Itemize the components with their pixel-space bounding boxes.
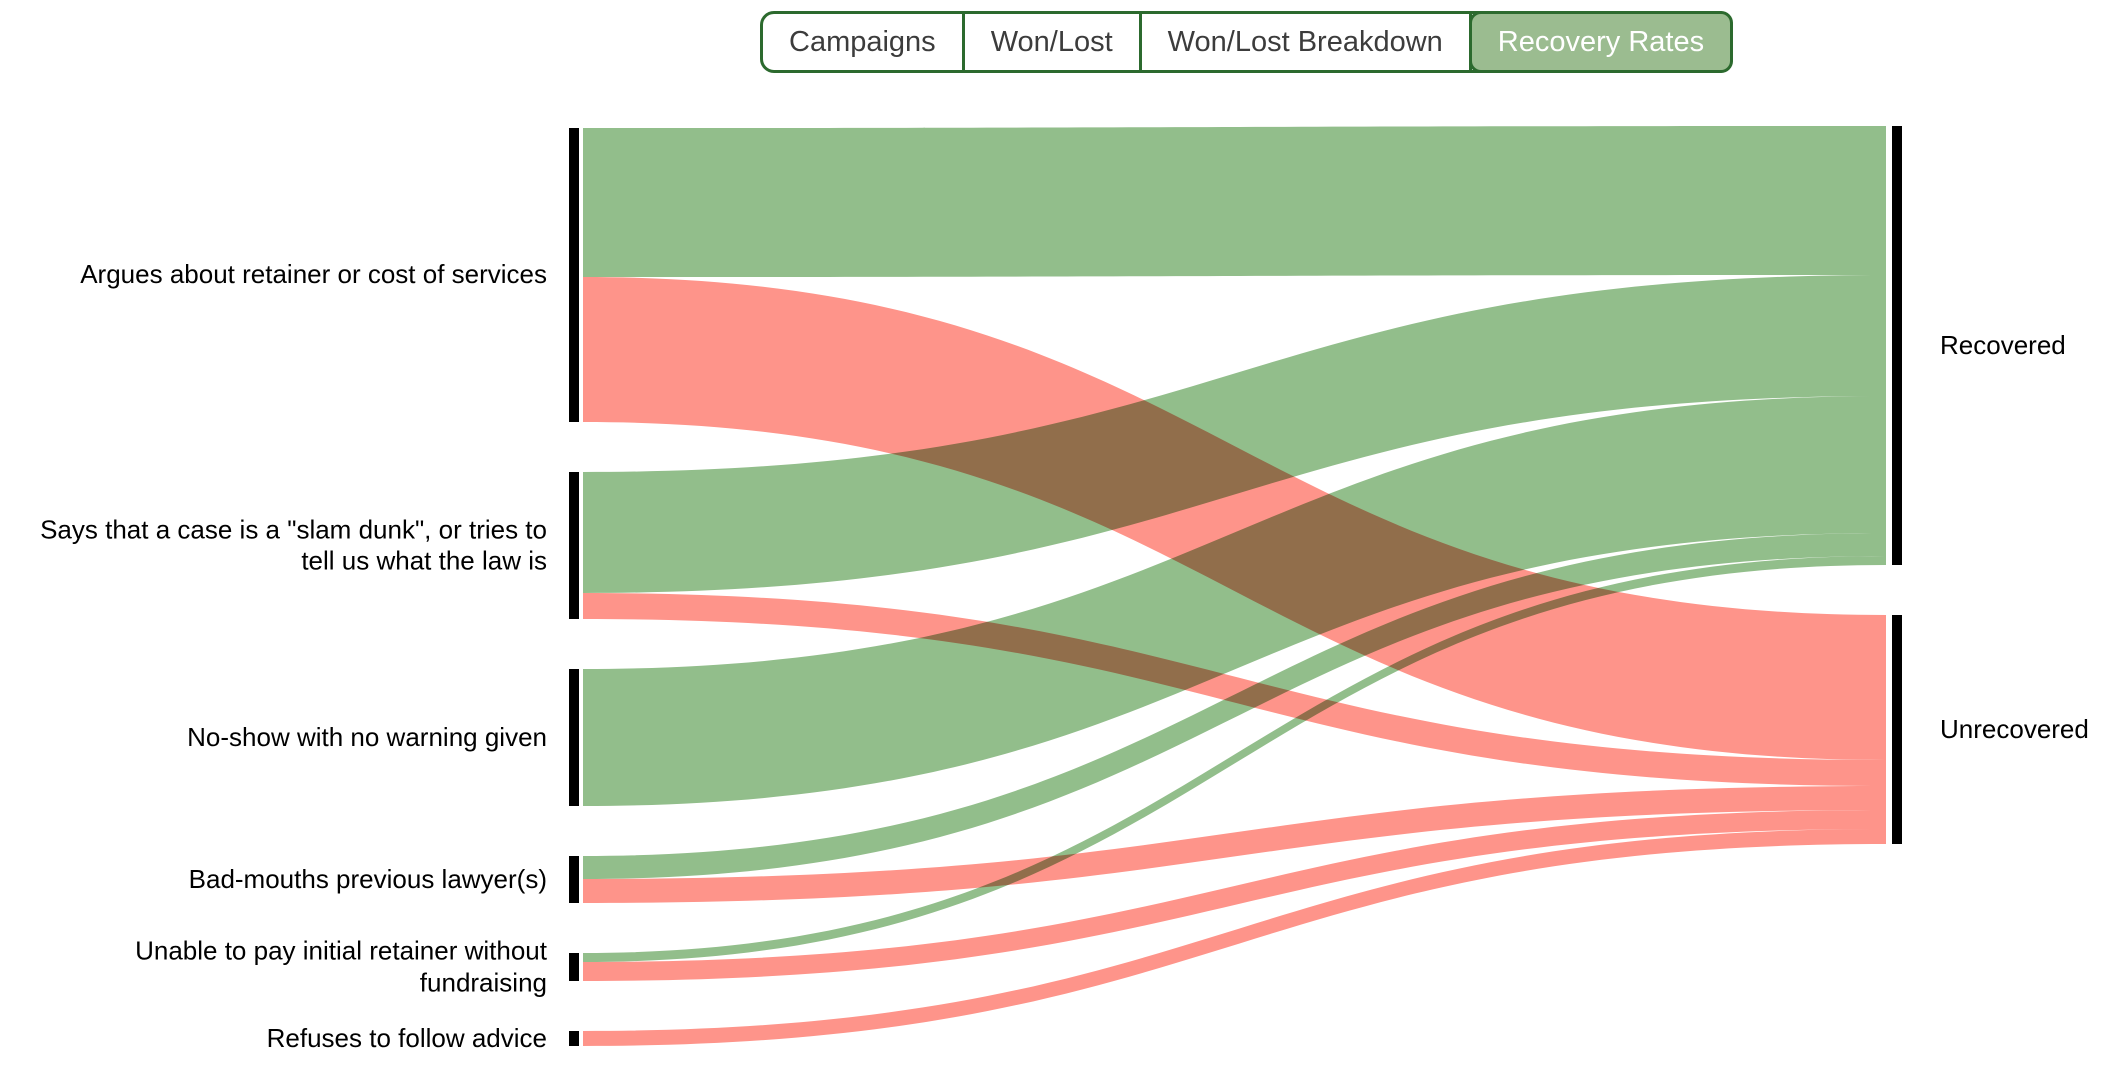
sankey-node-bar[interactable] xyxy=(1892,126,1902,565)
sankey-node-label: Says that a case is a "slam dunk", or tr… xyxy=(40,513,547,576)
tab-recovery-rates[interactable]: Recovery Rates xyxy=(1468,11,1734,73)
sankey-link-unrecovered[interactable] xyxy=(583,810,1886,981)
sankey-node-label: Recovered xyxy=(1940,329,2066,360)
sankey-link-unrecovered[interactable] xyxy=(583,593,1886,786)
sankey-node-bar[interactable] xyxy=(569,1031,579,1046)
sankey-node-bar[interactable] xyxy=(569,472,579,619)
sankey-node-bar[interactable] xyxy=(1892,615,1902,844)
sankey-node-label: No-show with no warning given xyxy=(187,721,547,752)
sankey-link-unrecovered[interactable] xyxy=(583,277,1886,760)
view-tabs: Campaigns Won/Lost Won/Lost Breakdown Re… xyxy=(760,11,1734,73)
sankey-node-bar[interactable] xyxy=(569,953,579,981)
sankey-link-recovered[interactable] xyxy=(583,275,1886,593)
sankey-node-label: Unrecovered xyxy=(1940,713,2089,744)
sankey-node-bar[interactable] xyxy=(569,128,579,422)
tab-won-lost[interactable]: Won/Lost xyxy=(965,14,1142,70)
sankey-node-label: Refuses to follow advice xyxy=(266,1022,547,1053)
sankey-node-label: Unable to pay initial retainer without f… xyxy=(135,935,547,997)
sankey-node-label: Argues about retainer or cost of service… xyxy=(80,259,547,290)
sankey-link-unrecovered[interactable] xyxy=(583,786,1886,903)
sankey-link-recovered[interactable] xyxy=(583,396,1886,806)
sankey-node-bar[interactable] xyxy=(569,856,579,903)
sankey-link-recovered[interactable] xyxy=(583,126,1886,277)
tab-campaigns[interactable]: Campaigns xyxy=(763,14,965,70)
sankey-node-label: Bad-mouths previous lawyer(s) xyxy=(188,863,547,894)
sankey-link-recovered[interactable] xyxy=(583,533,1886,879)
sankey-link-unrecovered[interactable] xyxy=(583,829,1886,1046)
sankey-node-bar[interactable] xyxy=(569,669,579,806)
sankey-link-recovered[interactable] xyxy=(583,556,1886,962)
